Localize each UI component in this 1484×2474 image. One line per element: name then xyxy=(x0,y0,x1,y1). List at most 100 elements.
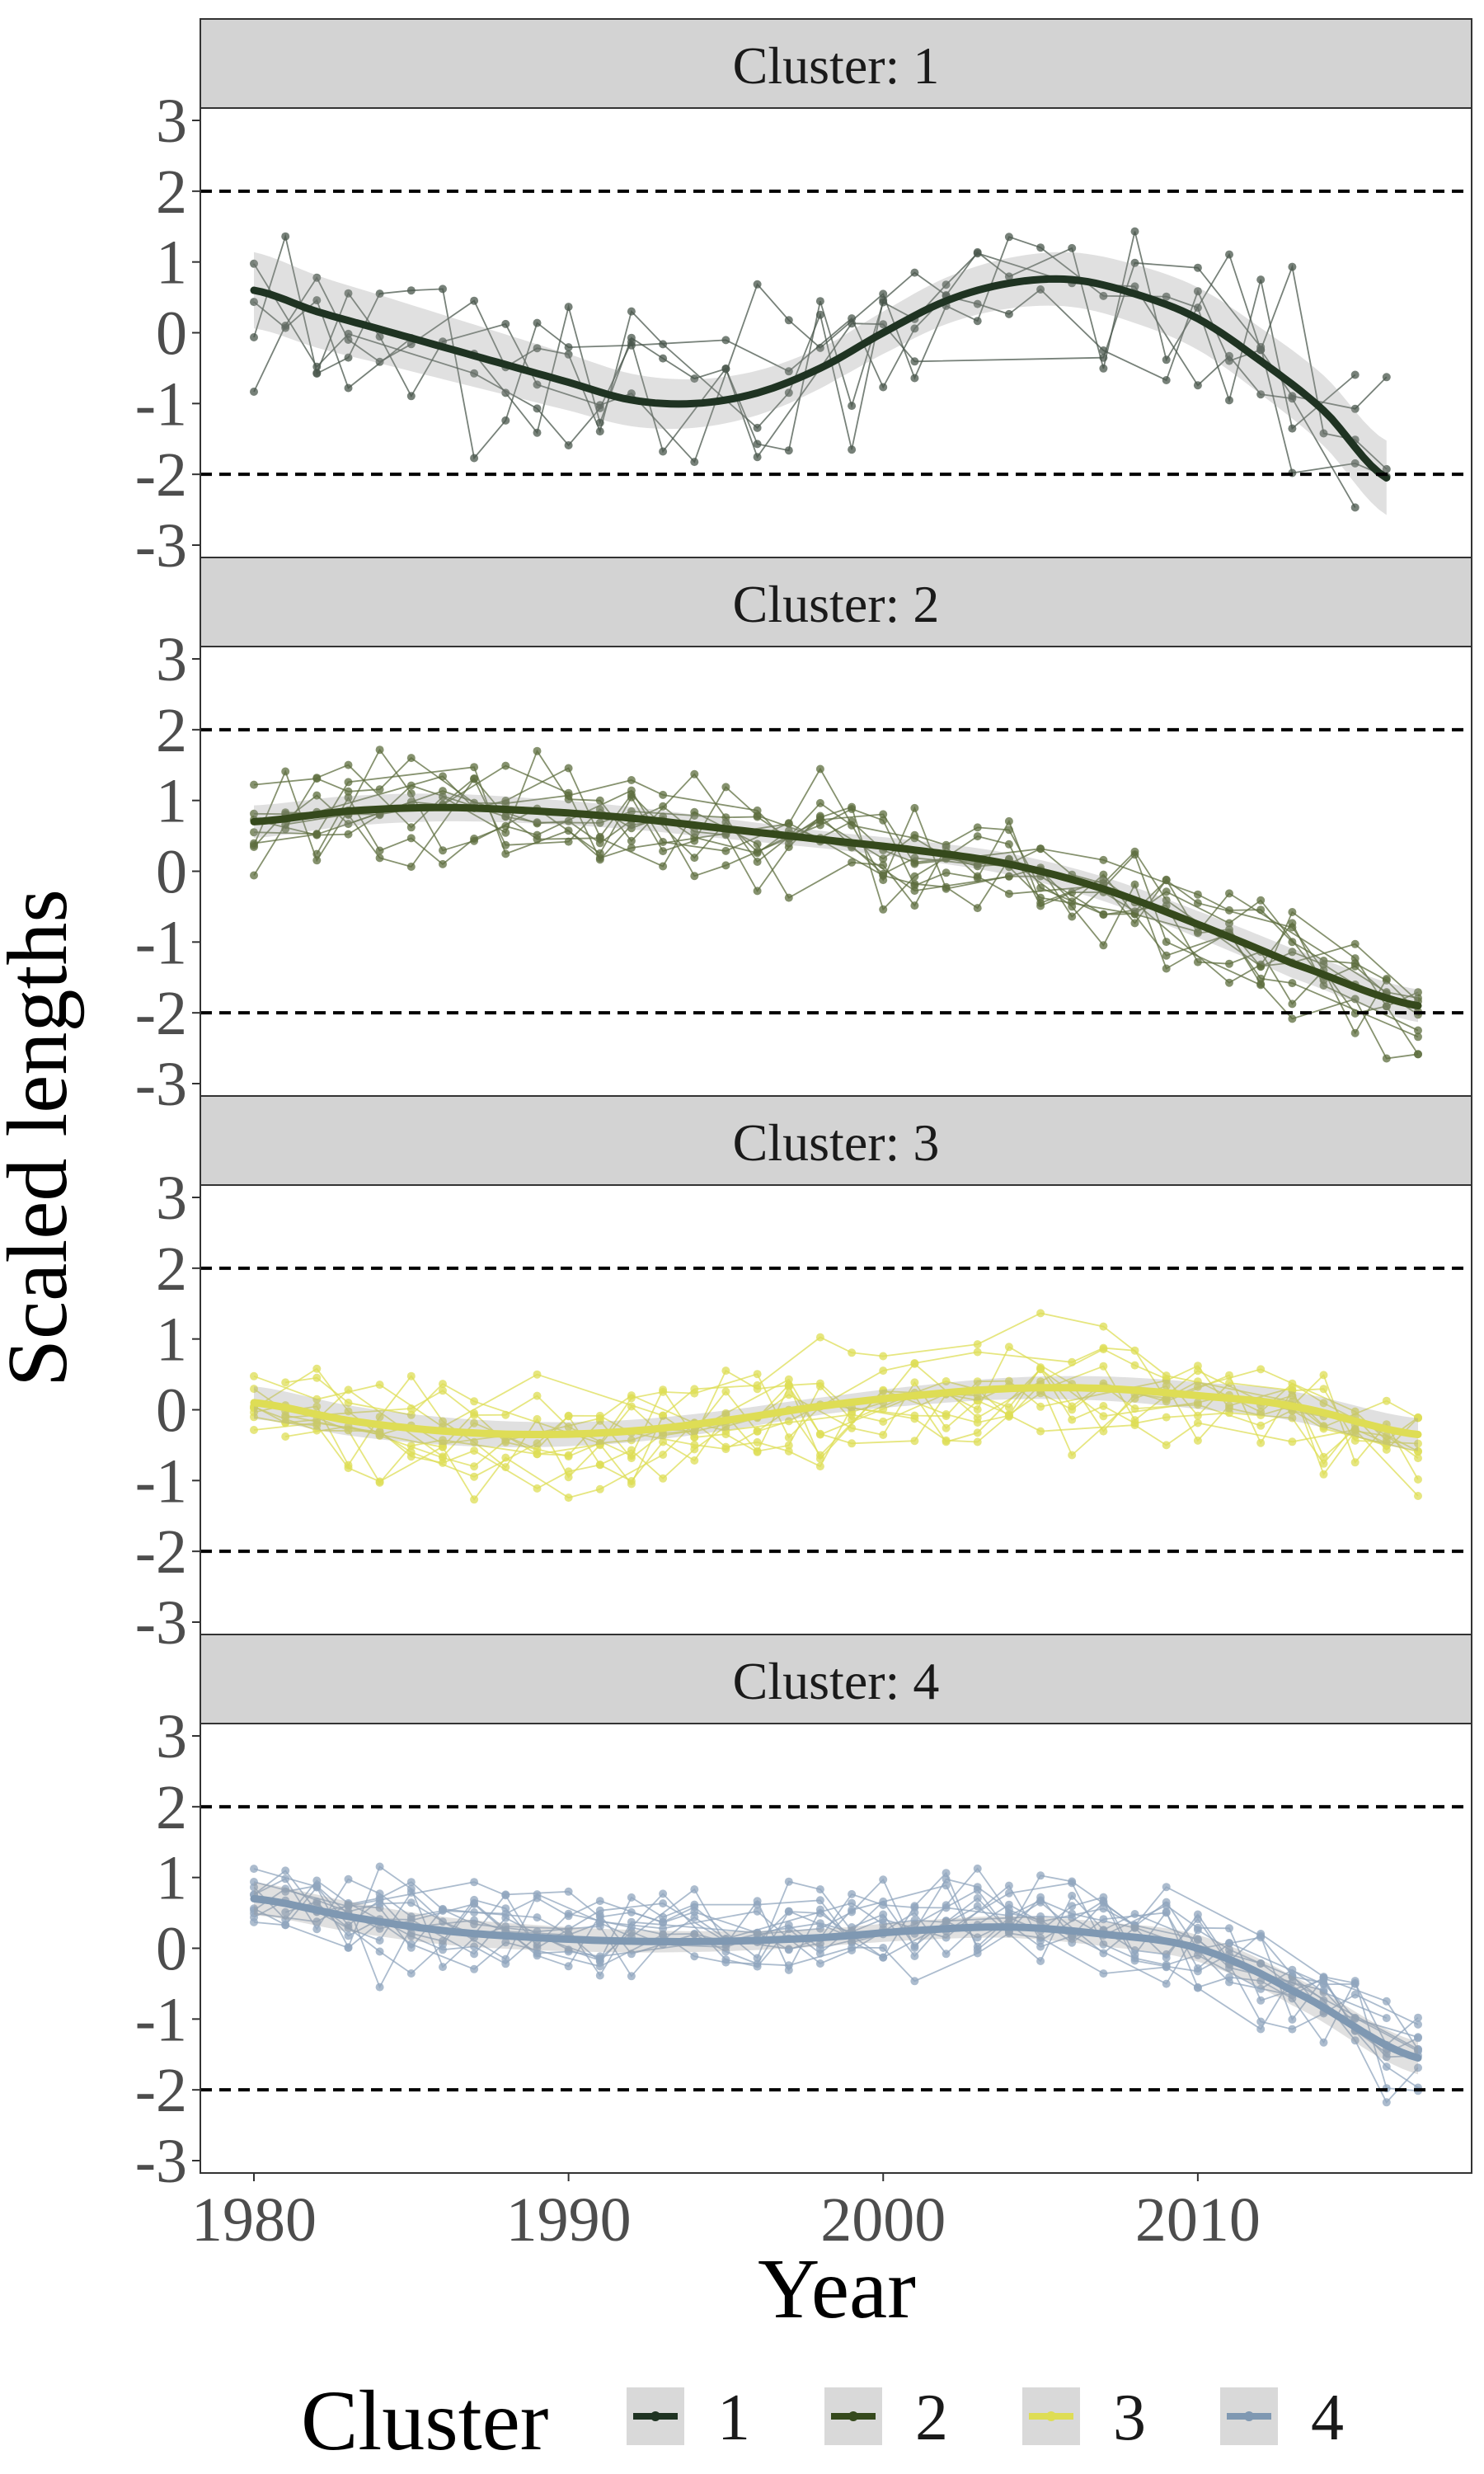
data-point xyxy=(564,343,573,352)
data-point xyxy=(281,323,290,332)
data-point xyxy=(1382,1438,1391,1447)
data-point xyxy=(1414,1446,1422,1456)
data-point xyxy=(659,1918,668,1927)
data-point xyxy=(1288,999,1297,1009)
data-point xyxy=(1130,282,1139,291)
facet-strip-label: Cluster: 2 xyxy=(733,575,940,633)
data-point xyxy=(848,1906,857,1915)
data-point xyxy=(1068,1877,1077,1886)
data-point xyxy=(910,887,919,896)
data-point xyxy=(973,1864,982,1873)
data-point xyxy=(375,289,384,299)
data-point xyxy=(564,764,573,773)
data-point xyxy=(344,1874,353,1884)
data-point xyxy=(1225,396,1233,405)
data-point xyxy=(281,767,290,776)
series-line xyxy=(253,1365,1419,1484)
y-tick-label: 3 xyxy=(156,87,187,156)
trend-line xyxy=(250,1894,1422,2062)
legend: Cluster 1 2 3 4 xyxy=(301,2373,1344,2468)
data-point xyxy=(690,833,699,842)
data-point xyxy=(1130,258,1139,267)
data-point xyxy=(1350,995,1360,1004)
data-point xyxy=(406,1940,416,1949)
data-point xyxy=(753,1380,762,1390)
data-point xyxy=(627,836,636,845)
series-line xyxy=(253,1380,1419,1483)
data-point xyxy=(375,785,384,794)
data-point xyxy=(1193,1418,1202,1427)
data-point xyxy=(879,1944,888,1952)
data-point xyxy=(501,849,510,858)
data-point xyxy=(344,793,353,802)
data-point xyxy=(595,1413,604,1423)
data-point xyxy=(470,1409,479,1418)
data-point xyxy=(533,1391,542,1400)
data-point xyxy=(250,259,258,268)
data-point xyxy=(1288,938,1297,947)
legend-key-point xyxy=(848,2411,858,2421)
data-point xyxy=(627,786,636,795)
data-point xyxy=(1256,962,1266,971)
data-point xyxy=(1193,1398,1202,1407)
data-point xyxy=(879,1901,888,1909)
y-tick-label: -1 xyxy=(135,369,187,439)
data-point xyxy=(406,781,416,790)
data-point xyxy=(250,1878,258,1886)
data-point xyxy=(973,832,982,841)
data-point xyxy=(1414,1026,1422,1035)
data-point xyxy=(1193,263,1202,272)
data-point xyxy=(690,1952,699,1961)
data-point xyxy=(815,798,824,807)
data-point xyxy=(848,1898,857,1907)
y-tick-label: -3 xyxy=(135,1050,187,1119)
data-point xyxy=(1288,1014,1297,1023)
data-point xyxy=(439,1386,447,1395)
data-point xyxy=(1162,951,1171,960)
data-point xyxy=(627,1446,636,1455)
data-point xyxy=(815,343,824,352)
data-point xyxy=(879,1385,888,1395)
data-point xyxy=(753,1897,762,1906)
data-point xyxy=(501,811,510,821)
data-point xyxy=(879,320,888,329)
data-point xyxy=(470,454,479,463)
data-point xyxy=(312,296,322,305)
data-point xyxy=(1288,2015,1297,2024)
data-point xyxy=(375,1432,384,1440)
data-point xyxy=(281,1432,290,1441)
x-tick-label: 2010 xyxy=(1135,2185,1261,2255)
data-point xyxy=(595,1484,604,1493)
data-point xyxy=(1350,1990,1360,1999)
data-point xyxy=(533,1370,542,1379)
data-point xyxy=(659,1411,668,1420)
data-point xyxy=(595,805,604,814)
data-point xyxy=(533,344,542,353)
data-point xyxy=(1099,941,1108,950)
data-point xyxy=(1068,1938,1077,1947)
data-point xyxy=(1288,979,1297,988)
data-point xyxy=(406,1448,416,1456)
data-point xyxy=(659,1924,668,1933)
data-point xyxy=(942,1410,951,1418)
data-point xyxy=(595,796,604,805)
data-point xyxy=(281,1907,290,1917)
data-point xyxy=(1382,2014,1391,2023)
data-point xyxy=(281,232,290,241)
data-point xyxy=(439,1442,447,1451)
data-point xyxy=(627,824,636,833)
data-point xyxy=(312,774,322,783)
data-point xyxy=(564,1451,573,1460)
data-point xyxy=(312,1418,322,1427)
y-tick-label: -2 xyxy=(135,2056,187,2125)
data-point xyxy=(1256,1365,1266,1374)
data-point xyxy=(1382,1997,1391,2006)
data-point xyxy=(690,1885,699,1894)
data-point xyxy=(344,353,353,362)
data-point xyxy=(1099,1345,1108,1354)
data-point xyxy=(250,1909,258,1918)
data-point xyxy=(470,369,479,378)
data-point xyxy=(815,1885,824,1894)
